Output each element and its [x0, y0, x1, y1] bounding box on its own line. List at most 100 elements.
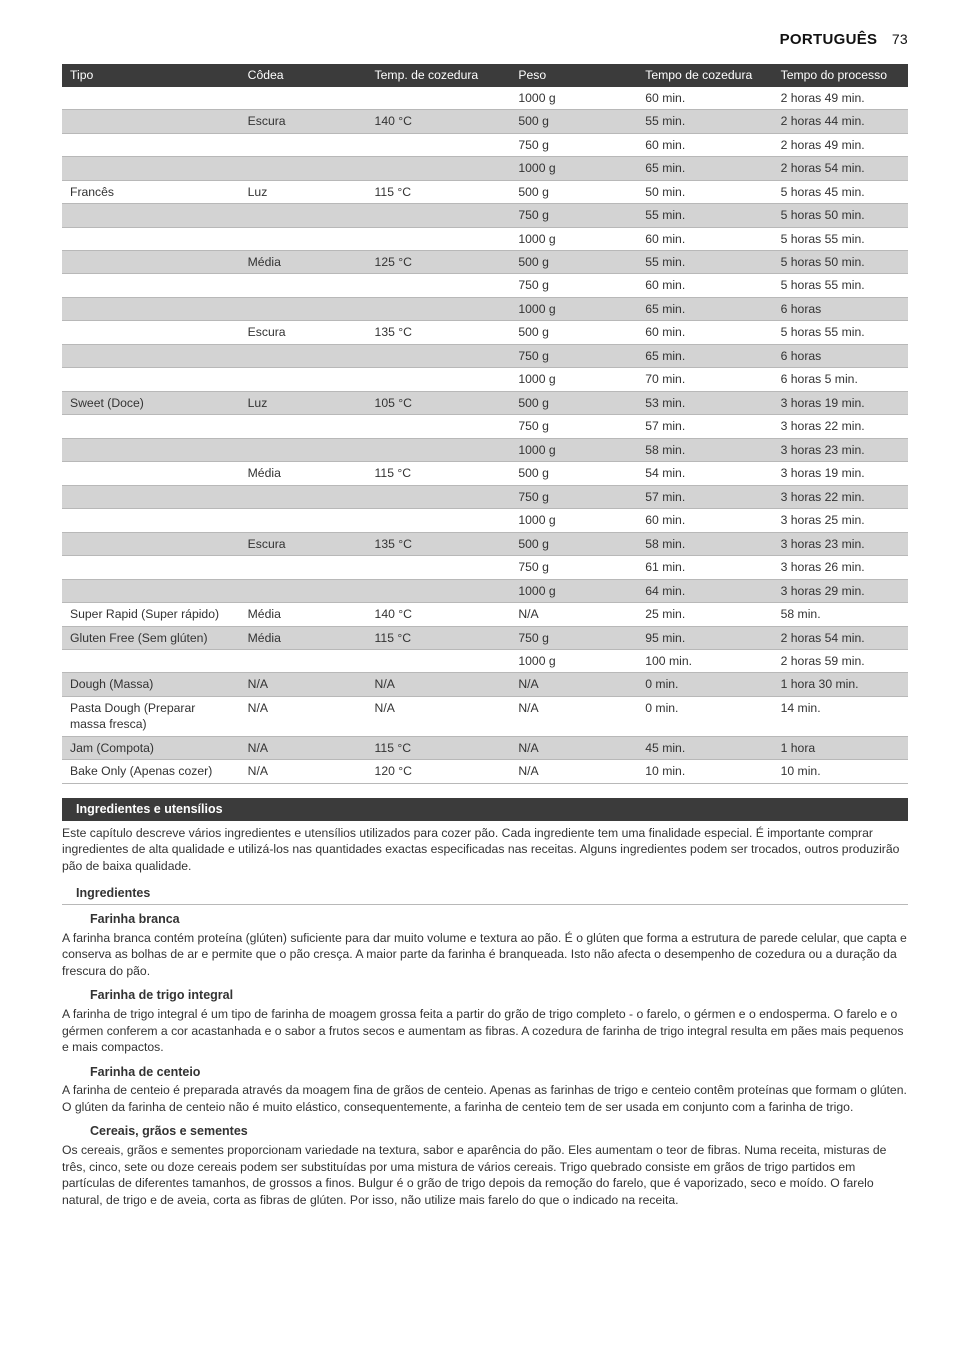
table-cell: 57 min.	[637, 485, 772, 508]
table-cell: Média	[240, 603, 367, 626]
table-cell	[240, 274, 367, 297]
table-cell: 750 g	[510, 415, 637, 438]
page-number: 73	[892, 31, 908, 47]
table-cell	[62, 368, 240, 391]
table-row: 750 g61 min.3 horas 26 min.	[62, 556, 908, 579]
table-cell: Média	[240, 462, 367, 485]
table-row: FrancêsLuz115 °C500 g50 min.5 horas 45 m…	[62, 180, 908, 203]
table-cell	[62, 649, 240, 672]
table-cell: 1000 g	[510, 438, 637, 461]
table-cell: 58 min.	[637, 438, 772, 461]
table-cell	[62, 579, 240, 602]
table-cell: 105 °C	[367, 391, 511, 414]
table-cell: 55 min.	[637, 110, 772, 133]
table-row: 750 g60 min.2 horas 49 min.	[62, 133, 908, 156]
table-col-header: Peso	[510, 64, 637, 86]
table-cell	[62, 204, 240, 227]
table-row: Escura135 °C500 g60 min.5 horas 55 min.	[62, 321, 908, 344]
table-row: 1000 g60 min.3 horas 25 min.	[62, 509, 908, 532]
table-cell: 140 °C	[367, 603, 511, 626]
table-cell: 2 horas 54 min.	[773, 626, 908, 649]
table-cell	[367, 297, 511, 320]
table-cell	[62, 438, 240, 461]
table-cell: Francês	[62, 180, 240, 203]
table-cell	[240, 87, 367, 110]
table-cell: 70 min.	[637, 368, 772, 391]
table-cell: 55 min.	[637, 204, 772, 227]
table-cell: N/A	[240, 736, 367, 759]
table-cell: 2 horas 49 min.	[773, 87, 908, 110]
table-cell: N/A	[240, 760, 367, 783]
table-cell: 500 g	[510, 391, 637, 414]
table-cell	[367, 133, 511, 156]
table-cell	[240, 204, 367, 227]
table-cell: Bake Only (Apenas cozer)	[62, 760, 240, 783]
table-cell	[62, 157, 240, 180]
table-cell: 750 g	[510, 274, 637, 297]
table-cell: 55 min.	[637, 251, 772, 274]
table-cell: 0 min.	[637, 696, 772, 736]
text-centeio: A farinha de centeio é preparada através…	[62, 1082, 908, 1115]
table-cell: 5 horas 55 min.	[773, 274, 908, 297]
table-col-header: Tipo	[62, 64, 240, 86]
table-cell: 1 hora 30 min.	[773, 673, 908, 696]
header-title: PORTUGUÊS	[780, 31, 878, 48]
table-cell: 3 horas 22 min.	[773, 485, 908, 508]
table-cell: N/A	[510, 603, 637, 626]
table-row: Pasta Dough (Preparar massa fresca)N/AN/…	[62, 696, 908, 736]
table-cell	[367, 649, 511, 672]
table-cell: 6 horas	[773, 344, 908, 367]
table-cell	[62, 110, 240, 133]
table-cell: Super Rapid (Super rápido)	[62, 603, 240, 626]
table-cell: 750 g	[510, 485, 637, 508]
table-cell: Jam (Compota)	[62, 736, 240, 759]
table-row: 750 g55 min.5 horas 50 min.	[62, 204, 908, 227]
table-cell	[367, 415, 511, 438]
heading-trigo-integral: Farinha de trigo integral	[62, 987, 908, 1004]
table-cell: 100 min.	[637, 649, 772, 672]
table-row: Média115 °C500 g54 min.3 horas 19 min.	[62, 462, 908, 485]
table-cell: 65 min.	[637, 297, 772, 320]
table-cell	[240, 579, 367, 602]
table-cell: 25 min.	[637, 603, 772, 626]
table-cell: 95 min.	[637, 626, 772, 649]
table-cell: 500 g	[510, 462, 637, 485]
table-cell: Pasta Dough (Preparar massa fresca)	[62, 696, 240, 736]
table-cell	[240, 157, 367, 180]
table-cell: 3 horas 22 min.	[773, 415, 908, 438]
table-row: Sweet (Doce)Luz105 °C500 g53 min.3 horas…	[62, 391, 908, 414]
table-row: Dough (Massa)N/AN/AN/A0 min.1 hora 30 mi…	[62, 673, 908, 696]
table-cell	[367, 579, 511, 602]
table-cell: 45 min.	[637, 736, 772, 759]
table-cell: Média	[240, 626, 367, 649]
table-cell: 57 min.	[637, 415, 772, 438]
table-cell	[367, 87, 511, 110]
table-cell	[367, 368, 511, 391]
table-row: 1000 g64 min.3 horas 29 min.	[62, 579, 908, 602]
intro-paragraph: Este capítulo descreve vários ingredient…	[62, 825, 908, 874]
table-cell: 54 min.	[637, 462, 772, 485]
table-cell: Escura	[240, 532, 367, 555]
table-cell: 3 horas 23 min.	[773, 532, 908, 555]
table-cell: 60 min.	[637, 509, 772, 532]
table-cell: 1000 g	[510, 579, 637, 602]
table-cell: N/A	[510, 760, 637, 783]
baking-table: TipoCôdeaTemp. de cozeduraPesoTempo de c…	[62, 64, 908, 784]
table-cell: 61 min.	[637, 556, 772, 579]
subhead-ingredients: Ingredientes	[62, 882, 908, 905]
table-cell	[367, 509, 511, 532]
table-cell: 5 horas 55 min.	[773, 321, 908, 344]
heading-farinha-branca: Farinha branca	[62, 911, 908, 928]
table-cell	[240, 485, 367, 508]
table-cell: 500 g	[510, 532, 637, 555]
table-cell: 2 horas 59 min.	[773, 649, 908, 672]
table-cell: Dough (Massa)	[62, 673, 240, 696]
table-cell: 50 min.	[637, 180, 772, 203]
table-cell	[62, 87, 240, 110]
table-cell	[62, 462, 240, 485]
table-cell	[62, 321, 240, 344]
table-cell: 2 horas 54 min.	[773, 157, 908, 180]
table-cell	[367, 204, 511, 227]
table-cell: 60 min.	[637, 133, 772, 156]
table-cell: 10 min.	[773, 760, 908, 783]
